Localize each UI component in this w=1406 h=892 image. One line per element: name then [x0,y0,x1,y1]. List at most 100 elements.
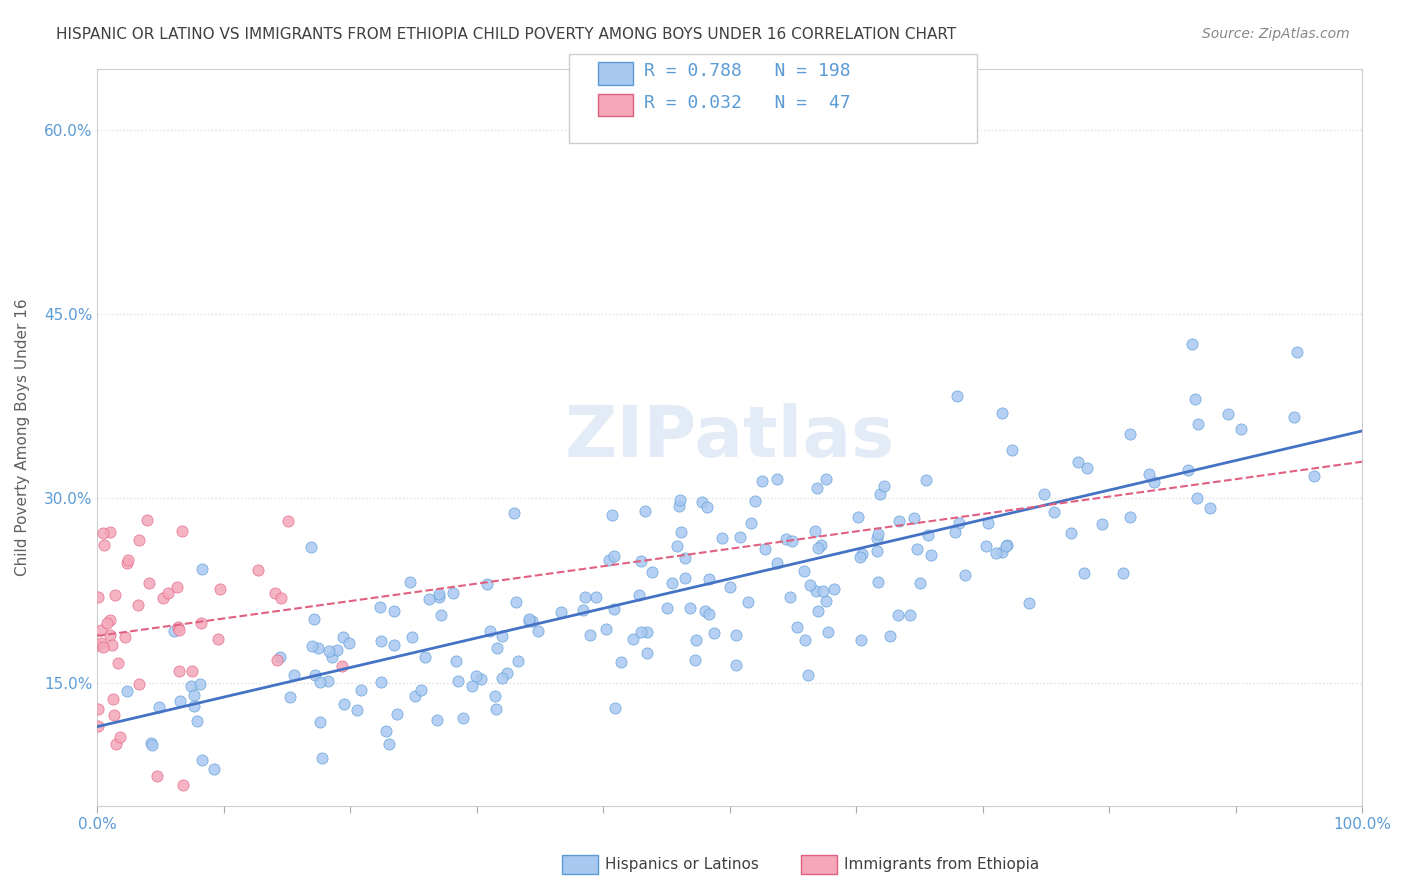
Text: Immigrants from Ethiopia: Immigrants from Ethiopia [844,857,1039,871]
Point [190,753,212,767]
Point [997,539,1019,553]
Point [427,590,450,604]
Point [103,707,125,722]
Point [269,649,291,664]
Point [98,613,121,627]
Point [404,689,426,703]
Point [430,607,453,622]
Point [202,762,225,776]
Point [585,590,607,604]
Point [207,632,229,646]
Point [920,548,942,562]
Point [301,540,323,554]
Point [744,494,766,508]
Point [108,731,131,745]
Point [520,614,543,628]
Point [304,668,326,682]
Point [325,643,347,657]
Point [917,528,939,542]
Point [609,655,631,669]
Point [627,588,650,602]
Point [377,737,399,751]
Point [737,595,759,609]
Point [579,628,602,642]
Point [1181,337,1204,351]
Text: ZIPatlas: ZIPatlas [565,402,894,472]
Point [974,540,997,554]
Point [697,607,720,622]
Point [169,694,191,708]
Point [603,549,626,563]
Point [114,630,136,644]
Point [127,598,149,612]
Point [311,751,333,765]
Point [849,549,872,564]
Point [637,624,659,639]
Point [636,646,658,660]
Point [804,583,827,598]
Point [718,580,741,594]
Y-axis label: Child Poverty Among Boys Under 16: Child Poverty Among Boys Under 16 [15,298,30,576]
Point [87,702,110,716]
Point [1137,467,1160,481]
Point [728,530,751,544]
Point [806,481,828,495]
Point [793,564,815,578]
Point [799,578,821,592]
Point [640,566,662,580]
Point [1218,407,1240,421]
Point [370,675,392,690]
Point [128,677,150,691]
Point [87,590,110,604]
Point [517,612,540,626]
Point [657,600,679,615]
Point [724,628,747,642]
Point [1043,505,1066,519]
Point [104,588,127,602]
Point [740,516,762,531]
Point [96,615,118,630]
Point [810,537,832,551]
Point [98,525,121,540]
Point [264,586,287,600]
Point [1230,422,1253,436]
Point [86,719,108,733]
Text: R = 0.788   N = 198: R = 0.788 N = 198 [644,62,851,80]
Point [453,711,475,725]
Point [370,600,392,615]
Text: Hispanics or Latinos: Hispanics or Latinos [605,857,758,871]
Point [86,638,108,652]
Point [117,553,139,567]
Point [630,624,652,639]
Point [517,614,540,628]
Point [478,624,501,639]
Point [814,472,837,486]
Point [278,690,301,704]
Point [330,659,353,673]
Point [683,652,706,666]
Point [946,389,969,403]
Point [1001,443,1024,458]
Point [690,495,713,509]
Point [1303,468,1326,483]
Point [621,632,644,646]
Point [283,667,305,681]
Point [697,572,720,586]
Point [634,503,657,517]
Point [887,607,910,622]
Point [550,605,572,619]
Point [976,516,998,531]
Point [1119,510,1142,524]
Point [574,591,596,605]
Point [464,669,486,683]
Point [673,550,696,565]
Point [485,702,508,716]
Point [869,487,891,501]
Point [167,664,190,678]
Point [157,586,180,600]
Point [180,679,202,693]
Text: Source: ZipAtlas.com: Source: ZipAtlas.com [1202,27,1350,41]
Text: R = 0.032   N =  47: R = 0.032 N = 47 [644,95,851,112]
Point [277,514,299,528]
Point [190,616,212,631]
